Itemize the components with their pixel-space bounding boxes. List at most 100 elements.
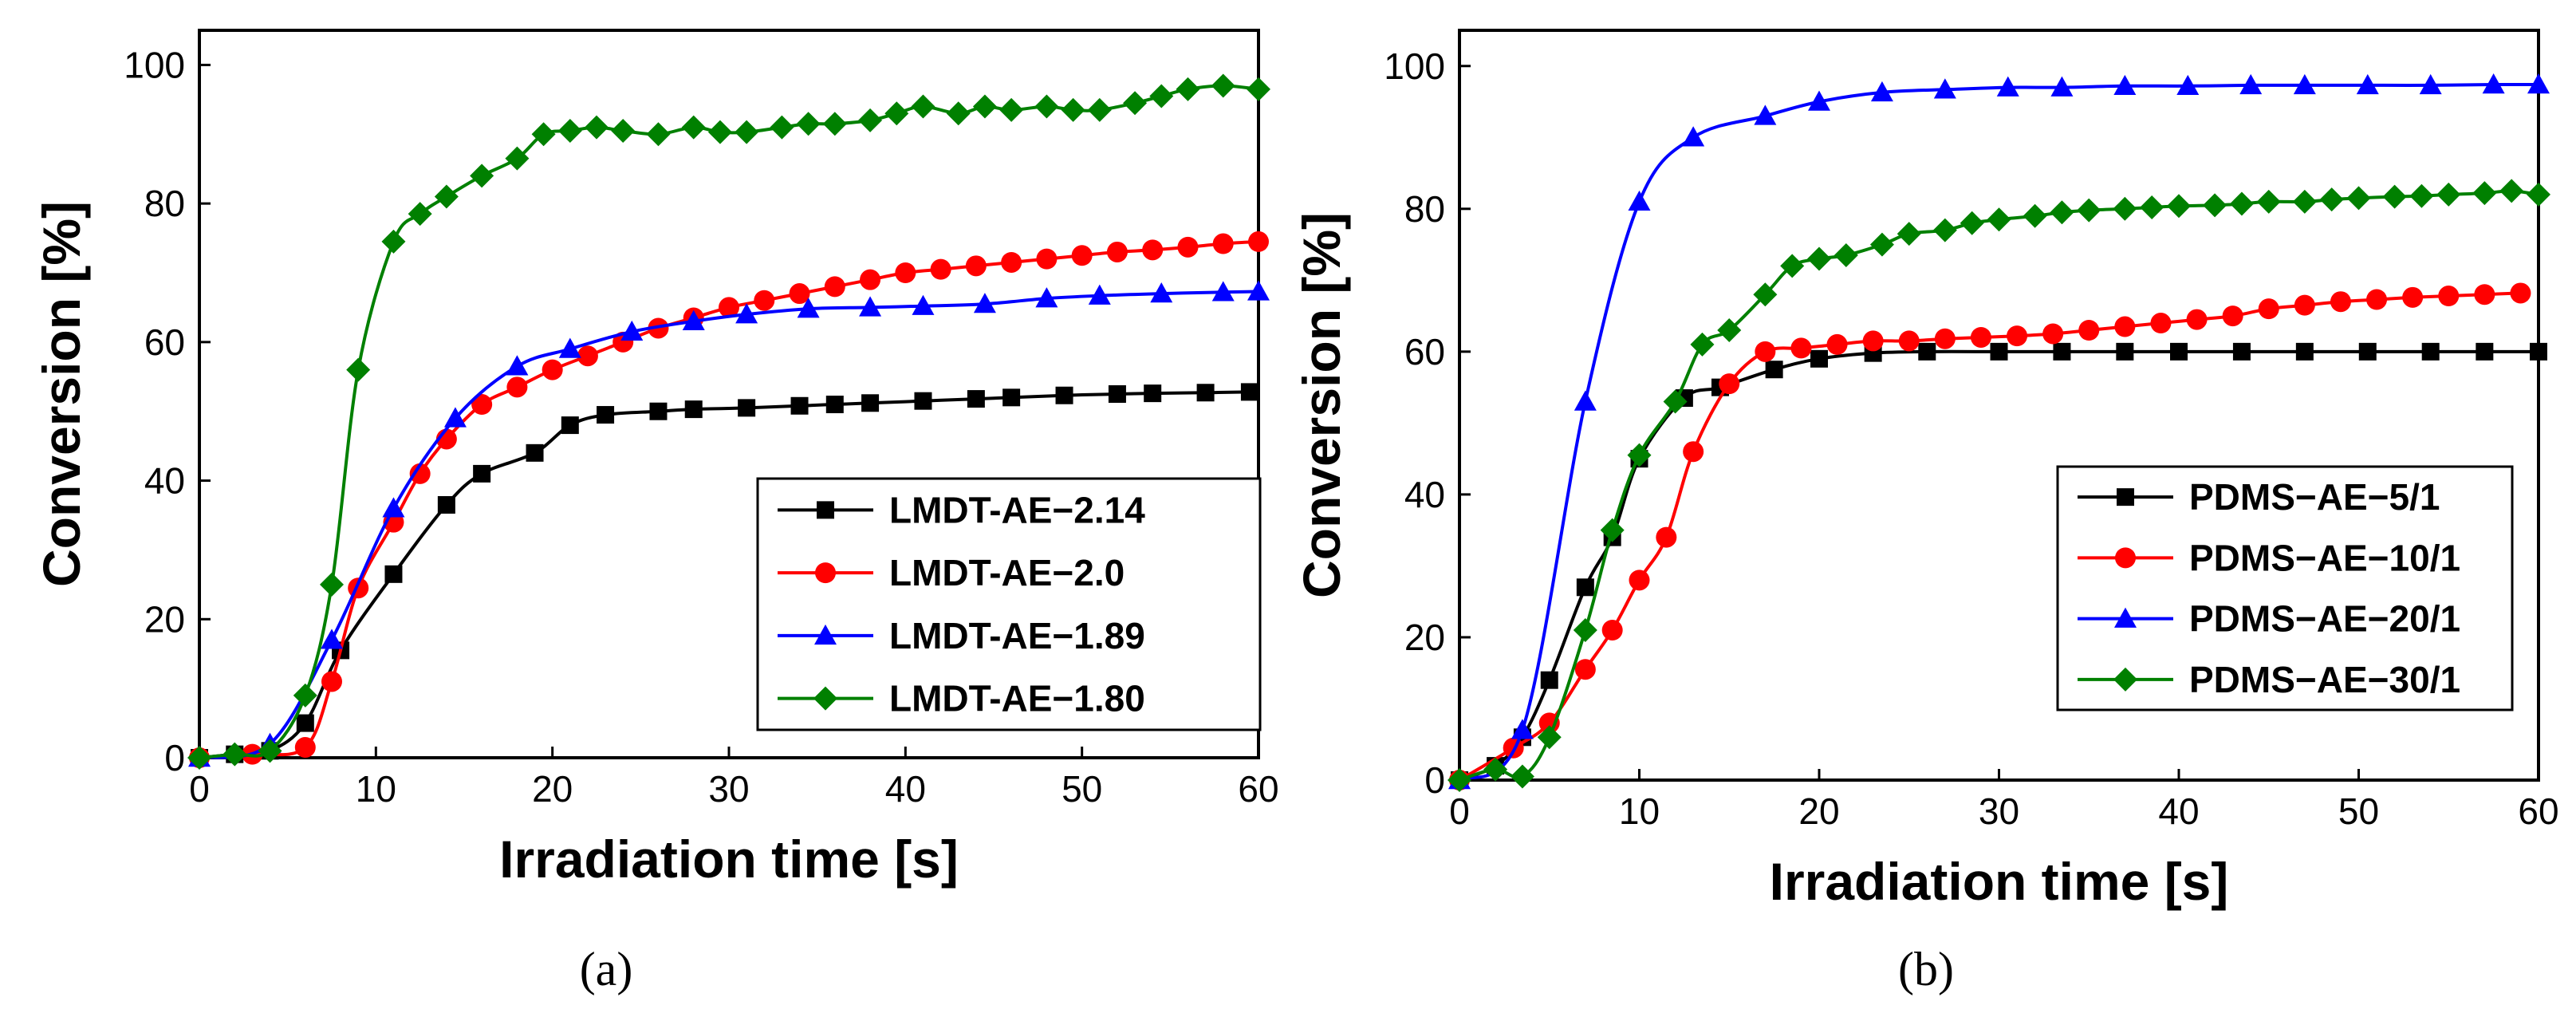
data-point	[526, 443, 544, 462]
x-tick-label: 60	[2518, 790, 2558, 832]
data-point	[2116, 342, 2134, 361]
data-point	[2140, 195, 2164, 220]
data-point	[437, 495, 455, 514]
data-point	[2472, 181, 2497, 206]
legend: PDMS−AE−5/1 PDMS−AE−10/1 PDMS−AE−20/1 PDMS−…	[2056, 465, 2514, 711]
data-point	[1683, 441, 1704, 463]
data-point	[972, 94, 997, 119]
data-point	[434, 184, 459, 209]
data-point	[1574, 659, 1596, 680]
data-point	[911, 94, 935, 119]
data-point	[1690, 332, 1715, 357]
data-point	[2292, 189, 2317, 214]
data-point	[1663, 389, 1688, 414]
data-point	[585, 115, 609, 140]
data-point	[1150, 282, 1173, 303]
data-point	[1448, 768, 1471, 792]
data-point	[1780, 254, 1805, 278]
data-point	[1123, 91, 1148, 116]
data-point	[2176, 74, 2200, 96]
data-point	[320, 572, 344, 597]
legend-label: LMDT-AE−1.80	[889, 678, 1145, 719]
legend-marker	[817, 501, 834, 519]
data-point	[965, 255, 987, 277]
data-point	[1753, 282, 1778, 307]
legend-marker	[2113, 667, 2137, 692]
data-point	[187, 746, 211, 770]
series-lmdt-ae-1-80	[187, 73, 1270, 770]
x-tick-label: 50	[1062, 768, 1102, 810]
x-tick-label: 60	[1238, 768, 1278, 810]
data-point	[1987, 207, 2011, 232]
y-tick-label: 100	[1384, 45, 1445, 87]
data-point	[789, 283, 810, 305]
legend-label: PDMS−AE−10/1	[2189, 537, 2460, 578]
legend-marker	[2114, 607, 2137, 628]
data-point	[1810, 349, 1828, 368]
data-point	[2186, 309, 2208, 330]
data-point	[1862, 330, 1884, 352]
y-tick-label: 60	[144, 321, 185, 363]
data-point	[321, 629, 343, 649]
data-point	[2421, 342, 2440, 361]
series-pdms-ae-30-1	[1448, 179, 2550, 792]
data-point	[1574, 390, 1597, 411]
data-point	[1212, 233, 1234, 254]
data-point	[384, 565, 403, 583]
data-point	[2007, 325, 2028, 347]
data-point	[1869, 232, 1894, 257]
series-line	[199, 290, 1259, 759]
data-point	[2203, 193, 2227, 218]
legend-box	[756, 477, 1262, 731]
data-point	[1682, 126, 1705, 147]
data-point	[884, 101, 909, 126]
data-point	[2419, 73, 2442, 95]
data-point	[2222, 305, 2243, 327]
data-point	[1754, 104, 1777, 125]
data-point	[1177, 236, 1199, 258]
x-axis-title: Irradiation time [s]	[1770, 852, 2229, 911]
data-point	[1898, 330, 1920, 352]
data-point	[684, 400, 703, 419]
data-point	[1629, 570, 1650, 591]
data-point	[1087, 97, 1112, 122]
y-tick-label: 0	[164, 737, 185, 778]
data-point	[506, 376, 528, 398]
data-point	[258, 739, 282, 763]
data-point	[2256, 189, 2281, 214]
data-point	[557, 118, 582, 143]
data-point	[2476, 342, 2494, 361]
data-point	[1717, 318, 1742, 342]
data-point	[2239, 73, 2263, 95]
data-point	[1970, 326, 1991, 348]
data-point	[382, 497, 405, 518]
data-point	[682, 309, 705, 330]
data-point	[824, 276, 845, 298]
legend-label: PDMS−AE−5/1	[2189, 476, 2440, 518]
data-point	[506, 355, 529, 376]
data-point	[2438, 286, 2460, 307]
data-point	[1088, 284, 1111, 305]
data-point	[620, 320, 644, 341]
data-point	[346, 357, 371, 382]
data-point	[1628, 190, 1651, 211]
data-point	[2023, 203, 2047, 228]
data-point	[542, 359, 563, 380]
data-point	[1765, 361, 1783, 379]
data-point	[1807, 246, 1831, 271]
data-point	[1248, 231, 1269, 252]
data-point	[738, 399, 756, 417]
data-point	[1601, 620, 1623, 641]
data-point	[1656, 526, 1677, 548]
x-tick-label: 30	[1979, 790, 2019, 832]
data-point	[912, 294, 935, 315]
data-point	[754, 290, 775, 311]
chart-panel-b: 0 10 20 30 40 50 60 0 20 40 60 80 100 Irradiation tim…	[1292, 29, 2559, 995]
y-tick-label: 20	[1404, 617, 1445, 658]
x-tick-label: 50	[2338, 790, 2379, 832]
data-point	[1755, 341, 1776, 362]
data-point	[707, 120, 732, 144]
data-point	[646, 122, 671, 147]
data-point	[1600, 518, 1625, 542]
data-point	[2229, 191, 2254, 216]
